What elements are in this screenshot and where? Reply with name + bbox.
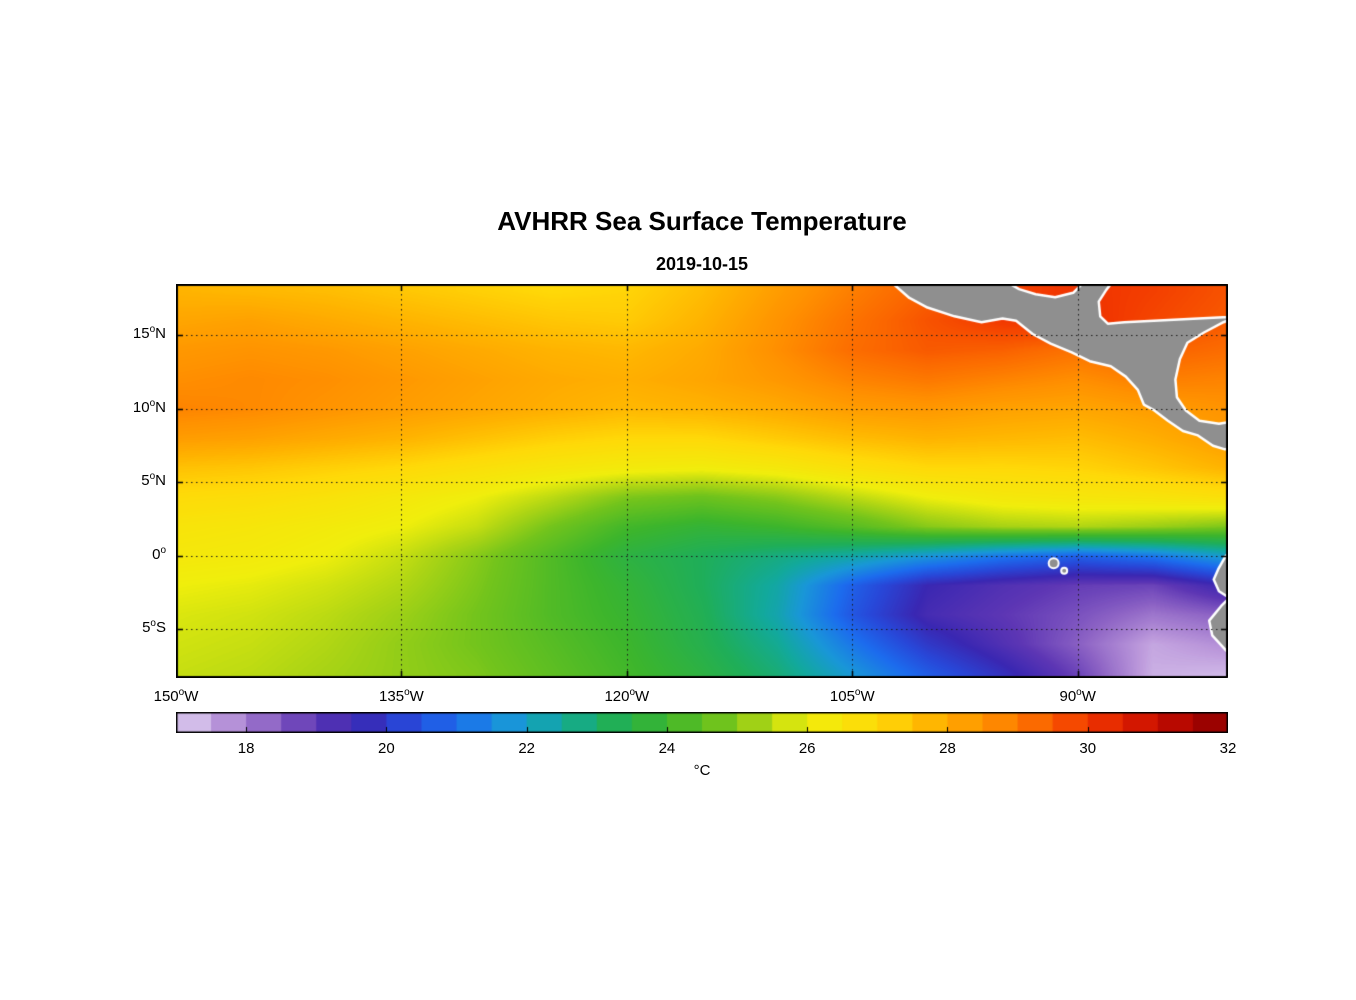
y-tick-label: 10oN [132,397,166,416]
sst-heatmap-canvas [176,284,1228,678]
sst-map [176,284,1228,678]
y-tick-label: 15oN [132,324,166,343]
colorbar-tick-label: 26 [798,740,816,757]
y-tick-label: 0o [152,544,166,563]
colorbar-tick-label: 30 [1079,740,1097,757]
y-tick-label: 5oS [142,618,166,637]
x-tick-label: 150oW [153,687,199,706]
x-tick-label: 105oW [829,687,875,706]
chart-title: AVHRR Sea Surface Temperature [497,206,907,236]
colorbar-tick-label: 32 [1219,740,1237,757]
y-tick-label: 5oN [141,471,166,490]
x-tick-label: 90oW [1059,687,1096,706]
chart-date: 2019-10-15 [655,254,749,274]
colorbar [176,712,1228,733]
colorbar-tick-label: 22 [518,740,535,757]
colorbar-tick-label: 28 [939,740,956,757]
x-tick-label: 135oW [379,687,424,706]
colorbar-tick-label: 18 [237,740,255,757]
colorbar-unit-label: °C [693,762,711,779]
colorbar-tick-label: 24 [658,740,676,757]
colorbar-tick-label: 20 [378,740,395,757]
x-tick-label: 120oW [604,687,650,706]
